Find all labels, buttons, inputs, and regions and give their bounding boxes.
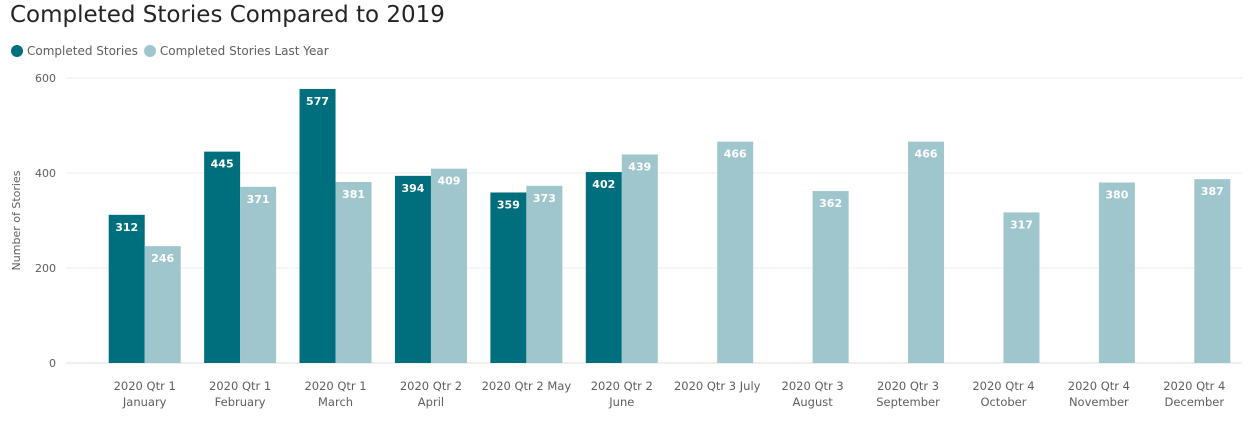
x-tick-label-7-line-1: August [793, 395, 834, 409]
legend-item-completed-stories-last-year[interactable]: Completed Stories Last Year [143, 44, 329, 58]
x-tick-label-9-line-1: October [980, 395, 1026, 409]
bar-completed-stories-last-year-3 [430, 168, 467, 363]
data-label-completed-stories-last-year-9: 317 [1010, 218, 1033, 231]
bar-completed-stories-0 [108, 214, 145, 363]
chart-title: Completed Stories Compared to 2019 [10, 2, 445, 28]
x-tick-label-8-line-0: 2020 Qtr 3 [877, 379, 939, 393]
data-label-completed-stories-last-year-3: 409 [437, 175, 460, 188]
x-tick-label-2-line-1: March [318, 395, 353, 409]
bar-completed-stories-last-year-4 [526, 185, 563, 363]
x-tick-label-0-line-0: 2020 Qtr 1 [114, 379, 176, 393]
bar-completed-stories-last-year-7 [812, 191, 849, 363]
x-tick-label-4: 2020 Qtr 2 May [482, 379, 572, 393]
data-label-completed-stories-3: 394 [401, 182, 424, 195]
legend-swatch-completed-stories [11, 45, 23, 57]
bar-completed-stories-last-year-5 [621, 154, 658, 363]
bar-completed-stories-3 [394, 175, 431, 363]
x-tick-label-3-line-1: April [418, 395, 444, 409]
x-tick-label-10-line-1: November [1069, 395, 1129, 409]
bar-completed-stories-1 [204, 151, 241, 363]
data-label-completed-stories-5: 402 [592, 178, 615, 191]
bar-completed-stories-4 [490, 192, 527, 363]
x-tick-label-2-line-0: 2020 Qtr 1 [304, 379, 366, 393]
data-label-completed-stories-last-year-10: 380 [1105, 189, 1128, 202]
data-label-completed-stories-last-year-8: 466 [915, 148, 938, 161]
bar-completed-stories-last-year-2 [335, 182, 372, 363]
x-tick-label-5-line-1: June [608, 395, 634, 409]
x-tick-label-1-line-1: February [215, 395, 266, 409]
y-axis-title: Number of Stories [10, 170, 23, 270]
bar-completed-stories-last-year-8 [908, 141, 945, 363]
y-tick-label-200: 200 [35, 262, 56, 275]
bar-completed-stories-last-year-0 [144, 246, 181, 363]
legend-swatch-completed-stories-last-year [143, 45, 156, 57]
x-tick-label-5-line-0: 2020 Qtr 2 [591, 379, 653, 393]
bar-completed-stories-last-year-9 [1003, 212, 1040, 363]
x-tick-label-11-line-0: 2020 Qtr 4 [1163, 379, 1225, 393]
data-label-completed-stories-last-year-6: 466 [724, 148, 747, 161]
y-tick-label-600: 600 [35, 72, 56, 85]
legend-item-completed-stories[interactable]: Completed Stories [11, 44, 138, 58]
x-tick-label-7-line-0: 2020 Qtr 3 [782, 379, 844, 393]
data-label-completed-stories-last-year-11: 387 [1201, 185, 1224, 198]
x-tick-label-10-line-0: 2020 Qtr 4 [1068, 379, 1130, 393]
data-label-completed-stories-last-year-5: 439 [628, 160, 651, 173]
data-label-completed-stories-last-year-4: 373 [533, 192, 556, 205]
x-tick-label-9-line-0: 2020 Qtr 4 [972, 379, 1034, 393]
data-label-completed-stories-last-year-0: 246 [151, 252, 174, 265]
bar-completed-stories-5 [585, 172, 622, 363]
legend-label-completed-stories-last-year: Completed Stories Last Year [159, 44, 329, 58]
data-label-completed-stories-4: 359 [497, 198, 520, 211]
data-label-completed-stories-last-year-1: 371 [247, 193, 270, 206]
data-label-completed-stories-0: 312 [115, 221, 138, 234]
bar-completed-stories-last-year-11 [1194, 179, 1231, 363]
x-tick-label-3-line-0: 2020 Qtr 2 [400, 379, 462, 393]
bar-completed-stories-last-year-6 [717, 141, 754, 363]
chart-legend: Completed Stories Completed Stories Last… [11, 44, 335, 58]
x-tick-label-1-line-0: 2020 Qtr 1 [209, 379, 271, 393]
bar-completed-stories-2 [299, 88, 336, 364]
data-label-completed-stories-last-year-2: 381 [342, 188, 365, 201]
x-tick-label-6: 2020 Qtr 3 July [674, 379, 761, 393]
y-tick-label-400: 400 [35, 167, 56, 180]
legend-label-completed-stories: Completed Stories [27, 44, 138, 58]
y-tick-label-0: 0 [49, 357, 56, 370]
x-tick-label-11-line-1: December [1164, 395, 1224, 409]
data-label-completed-stories-1: 445 [211, 158, 234, 171]
data-label-completed-stories-2: 577 [306, 95, 329, 108]
x-tick-label-8-line-1: September [876, 395, 940, 409]
x-tick-label-0-line-1: January [122, 395, 167, 409]
bar-completed-stories-last-year-1 [240, 186, 277, 363]
bar-completed-stories-last-year-10 [1098, 182, 1135, 363]
data-label-completed-stories-last-year-7: 362 [819, 197, 842, 210]
